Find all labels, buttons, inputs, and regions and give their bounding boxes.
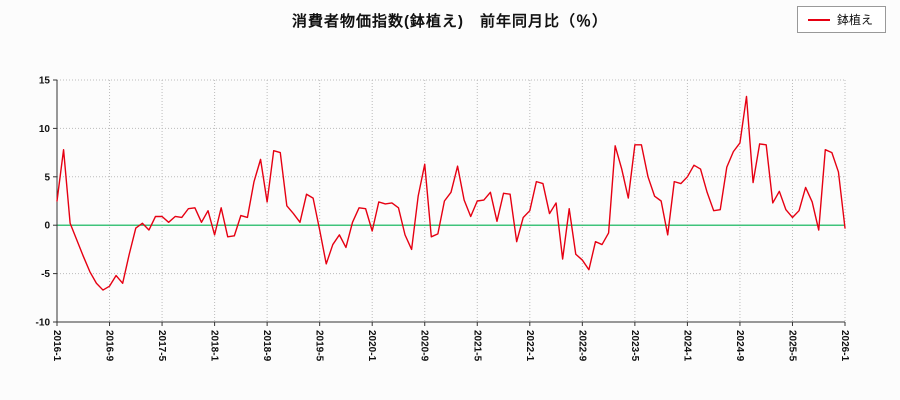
x-tick-label: 2020-9 [419,330,430,362]
chart-title: 消費者物価指数(鉢植え) 前年同月比（％） [292,13,608,30]
x-tick-label: 2026-1 [839,330,850,362]
grid-layer [57,79,846,322]
x-tick-label: 2022-9 [576,330,587,362]
x-tick-label: 2025-5 [786,330,797,362]
y-tick-label: 5 [44,172,50,183]
x-tick-label: 2023-5 [629,330,640,362]
x-tick-label: 2022-1 [524,330,535,362]
legend-label: 鉢植え [836,13,873,27]
x-tick-label: 2024-1 [681,330,692,362]
y-tick-label: 10 [39,124,51,135]
x-tick-label: 2024-9 [734,330,745,362]
series-layer [56,95,846,291]
x-tick-label: 2016-9 [104,330,115,362]
x-tick-label: 2016-1 [51,330,62,362]
x-tick-label: 2020-1 [366,330,377,362]
series-line [56,95,846,291]
x-tick-label: 2018-1 [209,330,220,362]
legend-line-sample [807,18,830,21]
x-tick-label: 2018-9 [261,330,272,362]
axis-layer [53,79,846,326]
y-tick-label: -10 [36,318,51,329]
x-tick-label: 2019-5 [314,330,325,362]
y-tick-label: -5 [41,269,50,280]
x-tick-label: 2021-5 [471,330,482,362]
label-layer: -10 -5 0 5 10 15 2016-1 2016-9 2017-5 2018-1 2018-… [36,76,850,362]
y-tick-label: 0 [44,221,50,232]
y-tick-label: 15 [39,76,51,87]
x-tick-label: 2017-5 [156,330,167,362]
legend: 鉢植え [796,6,886,33]
